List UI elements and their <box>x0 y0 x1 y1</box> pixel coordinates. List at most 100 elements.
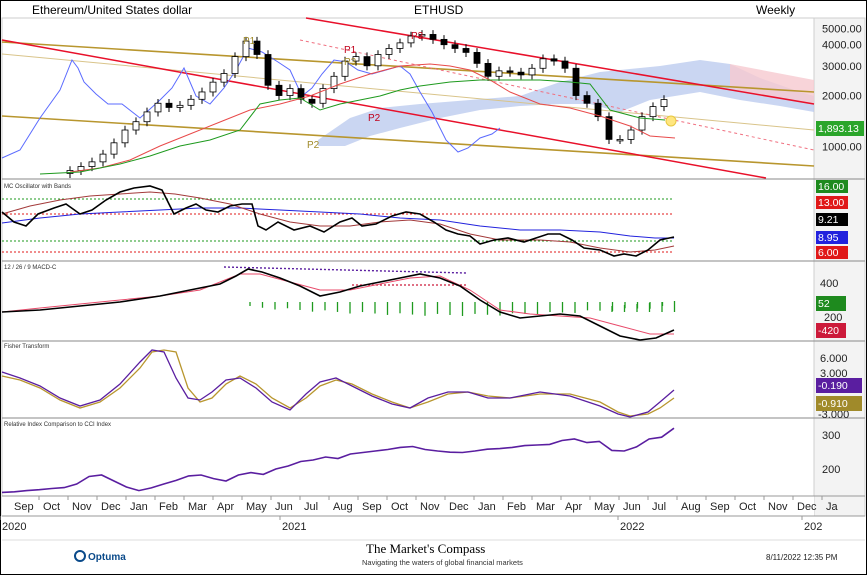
x-tick-month: Feb <box>159 501 178 513</box>
relative-index-title: Relative Index Comparison to CCI Index <box>4 422 111 428</box>
price-candle <box>209 77 217 97</box>
x-tick-month: Ja <box>826 501 839 513</box>
x-tick-month: Mar <box>536 501 555 513</box>
price-candle <box>484 59 492 81</box>
red-channel-median <box>299 39 815 151</box>
price-candle <box>231 52 239 79</box>
price-candle <box>506 66 514 77</box>
price-candle <box>385 44 393 60</box>
red-moving-average <box>69 63 676 173</box>
price-candle <box>198 87 206 104</box>
last-price-marker <box>665 115 677 127</box>
price-y-axis: 5000.00 4000.00 3000.00 2000.00 1000.00 <box>822 23 862 153</box>
price-candle <box>352 52 360 66</box>
price-candle <box>319 84 327 108</box>
x-tick-month: Jun <box>275 501 293 513</box>
price-ytick: 5000.00 <box>822 23 862 35</box>
last-price-text: 1,893.13 <box>818 123 859 135</box>
x-tick-month: Apr <box>217 501 234 513</box>
macd-badge-52-text: 52 <box>818 298 830 310</box>
price-candle <box>649 102 657 122</box>
x-tick-month: Sep <box>14 501 34 513</box>
price-candle <box>165 98 173 113</box>
macd-divergence-line <box>223 266 467 274</box>
mc-badge-16-text: 16.00 <box>818 181 844 193</box>
last-price-badge <box>816 121 864 136</box>
mc-badge-921 <box>816 213 848 226</box>
price-candle <box>154 98 162 117</box>
price-candle <box>605 112 613 144</box>
price-candle <box>363 52 371 71</box>
price-candle <box>253 36 261 60</box>
x-tick-month: Apr <box>565 501 582 513</box>
x-tick-year: 202 <box>804 521 822 533</box>
x-tick-month: Jan <box>478 501 496 513</box>
optuma-logo-icon <box>74 550 86 562</box>
fisher-ytick-neg3: -3.000 <box>818 409 849 421</box>
price-candle <box>143 107 151 127</box>
price-candle <box>220 69 228 87</box>
optuma-logo-text: Optuma <box>88 552 126 563</box>
price-candle <box>539 54 547 73</box>
red-channel-lower <box>1 39 767 179</box>
price-candle <box>594 98 602 122</box>
mc-badge-6 <box>816 246 848 259</box>
x-tick-month: Sep <box>362 501 382 513</box>
price-candle <box>121 125 129 148</box>
price-ytick: 3000.00 <box>822 61 862 73</box>
mc-oscillator-title: MC Oscillator with Bands <box>4 184 71 190</box>
brand-tagline: Navigating the waters of global financia… <box>362 558 523 567</box>
mc-badge-895 <box>816 231 848 244</box>
mc-badge-16 <box>816 180 848 193</box>
x-tick-month: Feb <box>507 501 526 513</box>
mc-badge-921-text: 9.21 <box>818 214 839 226</box>
gold-upper-trendline <box>1 41 815 93</box>
macd-badge-52 <box>816 296 846 311</box>
timeframe-title: Weekly <box>756 3 795 17</box>
price-ytick: 1000.00 <box>822 141 862 153</box>
x-tick-month: Mar <box>188 501 207 513</box>
x-tick-month: Nov <box>420 501 440 513</box>
price-ytick: 4000.00 <box>822 40 862 52</box>
macd-badge-420-text: -420 <box>818 325 839 337</box>
price-candle <box>176 101 184 113</box>
relative-ytick-200: 200 <box>822 464 840 476</box>
pivot-label-p2-red: P2 <box>368 113 381 124</box>
macd-panel: 12 / 26 / 9 MACD-C 52 -420 400 200 <box>1 265 846 341</box>
macd-signal-red <box>1 273 674 335</box>
price-candle <box>418 30 426 41</box>
relative-ytick-300: 300 <box>822 430 840 442</box>
price-candle <box>440 35 448 50</box>
price-candle <box>341 56 349 81</box>
x-tick-month: Jul <box>304 501 318 513</box>
symbol-title: Ethereum/United States dollar <box>32 3 192 17</box>
price-candle <box>616 135 624 144</box>
x-tick-year: 2022 <box>620 521 644 533</box>
price-ytick: 2000.00 <box>822 91 862 103</box>
brand-title: The Market's Compass <box>366 541 485 556</box>
macd-line-black <box>1 268 675 341</box>
price-candle <box>473 48 481 68</box>
price-candle <box>550 54 558 66</box>
fisher-badge-gold-text: -0.910 <box>818 398 848 410</box>
x-tick-month: Oct <box>391 501 408 513</box>
price-candle <box>110 138 118 159</box>
mc-badge-6-text: 6.00 <box>818 247 839 259</box>
pivot-label-p1-red: P1 <box>344 45 357 56</box>
ichimoku-cloud <box>318 60 814 146</box>
x-tick-month: Jul <box>652 501 666 513</box>
price-candle <box>264 50 272 90</box>
x-tick-month: Aug <box>333 501 353 513</box>
x-tick-month: Sep <box>710 501 730 513</box>
price-candle <box>583 91 591 108</box>
ticker-title: ETHUSD <box>414 3 464 17</box>
price-candle <box>330 72 338 94</box>
x-axis-months: Sep Oct Nov Dec Jan Feb Mar Apr May Jun Jul Aug Sep O… <box>14 496 839 513</box>
future-cloud-red <box>730 64 814 104</box>
price-candle <box>561 56 569 73</box>
price-candle <box>451 40 459 53</box>
mc-signal-blue <box>1 207 674 239</box>
relative-index-line <box>1 427 675 494</box>
x-axis-years: 2020 2021 2022 202 <box>0 516 822 533</box>
